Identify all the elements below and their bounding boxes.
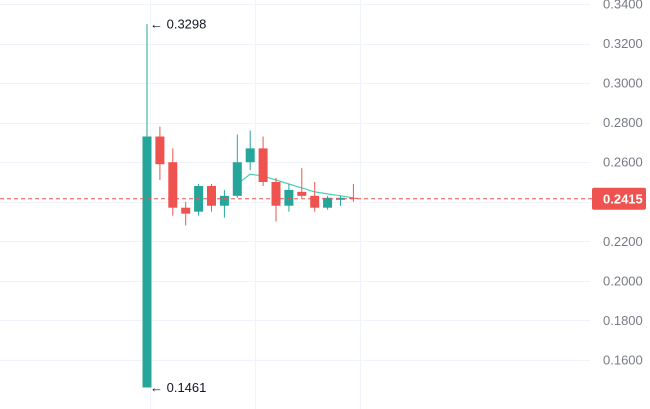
y-tick-label: 0.3200 bbox=[603, 36, 643, 51]
candle-down bbox=[168, 148, 178, 216]
candle-body bbox=[336, 197, 345, 200]
current-price-label: 0.2415 bbox=[603, 191, 643, 206]
candle-up bbox=[142, 24, 152, 388]
candle-body bbox=[219, 195, 229, 206]
candle-body bbox=[207, 185, 216, 206]
grid-layer bbox=[0, 0, 590, 409]
candle-body bbox=[155, 136, 165, 165]
candle-up bbox=[194, 183, 204, 216]
y-tick-label: 0.1800 bbox=[603, 313, 643, 328]
candle-up bbox=[323, 195, 333, 210]
candle-body bbox=[284, 189, 294, 206]
y-tick-label: 0.2200 bbox=[603, 234, 643, 249]
candle-down bbox=[207, 183, 216, 212]
candle-down bbox=[258, 136, 268, 186]
candle-body bbox=[142, 136, 152, 388]
candle-down bbox=[310, 182, 320, 212]
candle-body bbox=[323, 197, 333, 208]
candle-up bbox=[336, 195, 345, 206]
current-price-badge-bg bbox=[592, 187, 646, 210]
y-tick-label: 0.3000 bbox=[603, 76, 643, 91]
candle-body bbox=[181, 207, 191, 214]
y-tick-label: 0.2800 bbox=[603, 115, 643, 130]
candle-body bbox=[232, 162, 242, 196]
low-annotation: ← 0.1461 bbox=[150, 380, 206, 395]
candle-body bbox=[258, 148, 268, 182]
candle-down bbox=[155, 126, 165, 181]
y-tick-label: 0.2000 bbox=[603, 273, 643, 288]
candle-up bbox=[232, 134, 242, 198]
current-price-badge: 0.2415 bbox=[592, 187, 646, 210]
candle-up bbox=[219, 189, 229, 218]
candles-layer bbox=[142, 24, 358, 388]
candle-up bbox=[245, 130, 255, 171]
y-tick-label: 0.3400 bbox=[603, 0, 643, 12]
candle-body bbox=[168, 162, 178, 208]
y-tick-label: 0.2600 bbox=[603, 155, 643, 170]
candle-down bbox=[297, 168, 307, 198]
candle-down bbox=[181, 201, 191, 226]
candle-body bbox=[310, 195, 320, 208]
candle-up bbox=[284, 183, 294, 212]
candle-body bbox=[271, 182, 281, 206]
moving-average-line bbox=[236, 173, 354, 199]
candle-down bbox=[271, 178, 281, 222]
moving-average-layer bbox=[236, 173, 354, 199]
candle-body bbox=[245, 148, 255, 163]
y-tick-label: 0.1600 bbox=[603, 353, 643, 368]
candle-body bbox=[297, 191, 307, 196]
price-axis: 0.34000.32000.30000.28000.26000.24000.22… bbox=[603, 0, 643, 368]
high-annotation: ← 0.3298 bbox=[150, 17, 206, 32]
